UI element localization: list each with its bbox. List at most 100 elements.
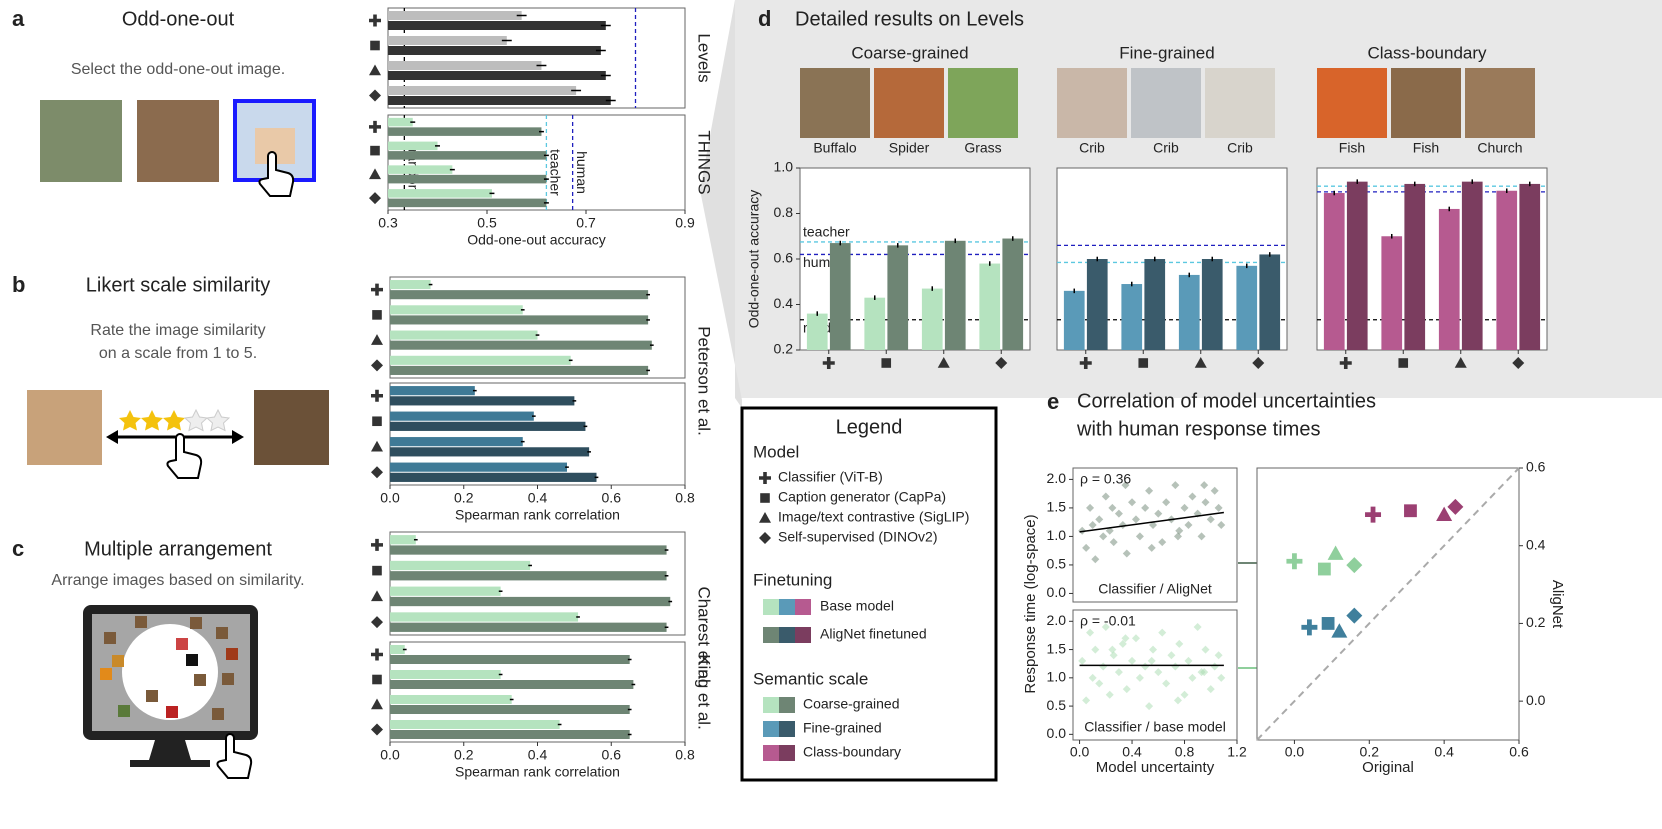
- bar: [1461, 181, 1483, 350]
- bar: [388, 86, 577, 95]
- y-tick-label: 0.4: [774, 295, 794, 311]
- category-marker: [372, 674, 382, 685]
- x-axis-label: Original: [1362, 759, 1414, 776]
- bar: [864, 297, 886, 350]
- point: [1131, 515, 1140, 524]
- bar: [390, 586, 501, 596]
- point: [1346, 557, 1363, 574]
- legend-section: Finetuning: [753, 570, 832, 589]
- bar: [390, 472, 597, 482]
- category-marker: [369, 168, 381, 180]
- point: [1171, 481, 1180, 490]
- point: [1141, 662, 1150, 671]
- category-marker: [372, 416, 382, 427]
- category-marker: [369, 14, 382, 27]
- row-label: King et al.: [695, 654, 714, 730]
- panel-subtitle: on a scale from 1 to 5.: [99, 345, 257, 362]
- bar: [390, 330, 538, 340]
- category-marker: [372, 310, 382, 320]
- legend-section: Semantic scale: [753, 669, 868, 688]
- point: [1114, 509, 1123, 518]
- y-axis-label: Response time (log-space): [1022, 514, 1039, 693]
- bar: [388, 21, 606, 30]
- x-axis-label: Spearman rank correlation: [455, 764, 620, 780]
- category-marker: [995, 357, 1008, 369]
- point: [1078, 656, 1087, 665]
- legend-swatch: [763, 697, 779, 713]
- x-tick-label: 0.5: [477, 215, 497, 231]
- bar: [390, 571, 667, 581]
- point: [1121, 481, 1130, 490]
- category-marker: [370, 145, 380, 156]
- image: [1205, 68, 1275, 138]
- bar: [390, 437, 523, 447]
- legend-label: AligNet finetuned: [820, 626, 927, 642]
- y-tick-label: 0.5: [1047, 697, 1067, 713]
- panel-subtitle: Select the odd-one-out image.: [71, 61, 285, 78]
- legend-swatch: [779, 745, 795, 761]
- image-label: Crib: [1153, 140, 1179, 156]
- panel-letter: b: [12, 272, 25, 297]
- inset-label: Classifier / AligNet: [1098, 581, 1212, 597]
- chart-title: Fine-grained: [1119, 43, 1214, 62]
- point: [1086, 503, 1095, 512]
- bar: [388, 127, 542, 136]
- bar: [388, 71, 606, 80]
- point: [1158, 628, 1167, 637]
- x-tick-label: 1.2: [1227, 744, 1247, 760]
- x-tick-label: 0.0: [380, 490, 400, 506]
- x-tick-label: 0.9: [675, 215, 695, 231]
- category-marker: [371, 723, 383, 736]
- point: [1105, 690, 1114, 699]
- monitor-stand: [130, 740, 210, 767]
- bar: [1121, 284, 1143, 350]
- category-marker: [881, 358, 892, 368]
- hand-icon: [166, 433, 203, 479]
- bar: [1404, 183, 1426, 350]
- point: [1095, 515, 1104, 524]
- legend-swatch: [795, 627, 811, 643]
- bar: [388, 36, 507, 45]
- row-label: Charest et al.: [695, 586, 714, 687]
- category-marker: [369, 120, 382, 133]
- bar: [1519, 183, 1541, 350]
- category-marker: [1194, 357, 1207, 368]
- y-tick-label: 2.0: [1047, 612, 1067, 628]
- row-label: Peterson et al.: [695, 326, 714, 436]
- point: [1436, 506, 1453, 522]
- plot-frame: [1256, 467, 1520, 741]
- category-marker: [1512, 357, 1525, 369]
- point: [1447, 498, 1464, 515]
- bar: [1259, 254, 1281, 350]
- y-tick-label: 1.5: [1047, 499, 1067, 515]
- bar: [390, 695, 512, 704]
- bar: [388, 11, 522, 20]
- point: [1206, 515, 1215, 524]
- category-marker: [369, 64, 381, 76]
- image: [800, 68, 870, 138]
- bar: [921, 288, 943, 350]
- panel-title: Correlation of model uncertainties: [1077, 390, 1376, 412]
- chart-title: Coarse-grained: [851, 43, 968, 62]
- zoom-wedge: [700, 0, 742, 408]
- category-marker: [371, 590, 383, 602]
- x-tick-label: 0.8: [1175, 744, 1195, 760]
- bar: [390, 305, 523, 315]
- panel-letter: e: [1047, 389, 1059, 414]
- bar: [388, 198, 547, 208]
- point: [1088, 521, 1097, 530]
- identity-line: [1256, 467, 1520, 741]
- point: [1317, 562, 1331, 576]
- bar: [388, 96, 611, 105]
- point: [1082, 543, 1091, 552]
- category-marker: [1454, 357, 1467, 368]
- legend-box: [740, 406, 998, 782]
- legend-label: Classifier (ViT-B): [778, 469, 883, 485]
- bar: [390, 622, 667, 632]
- point: [1184, 521, 1193, 530]
- category-marker: [1339, 357, 1352, 370]
- bar: [390, 535, 416, 545]
- legend-swatch: [763, 599, 779, 615]
- bar: [390, 447, 590, 457]
- y-axis-label: Odd-one-out accuracy: [746, 190, 762, 329]
